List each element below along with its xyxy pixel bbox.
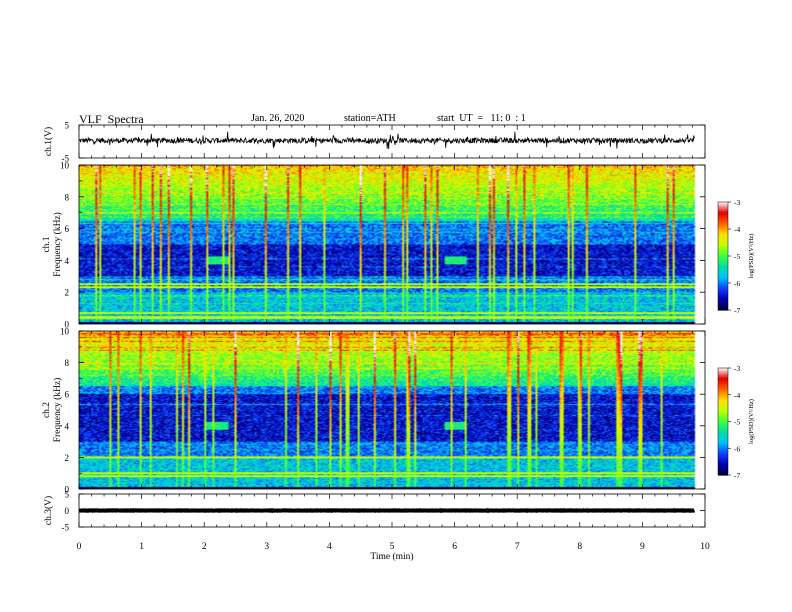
ch1-spectrogram-ytick-label: 4: [65, 256, 70, 266]
ch1-spectrogram-colorbar-tick: -3: [734, 198, 740, 207]
ch1-spectrogram-ytick-label: 2: [65, 288, 70, 298]
ch1-waveform-line: [78, 131, 695, 150]
x-tick-label: 0: [77, 542, 82, 552]
x-tick-label: 3: [264, 542, 269, 552]
x-tick-label: 8: [577, 542, 582, 552]
x-tick-label: 1: [139, 542, 144, 552]
ch2-spectrogram-colorbar-tick: -7: [734, 471, 740, 480]
ch1-spectrogram-ylabel: ch.1: [42, 236, 52, 252]
ch1-spectrogram-ytick-label: 0: [65, 320, 70, 330]
ch2-spectrogram-ytick-label: 8: [65, 358, 70, 368]
ch2-spectrogram-colorbar-label: log(PSD)(V²/Hz): [748, 399, 755, 444]
ch1-spectrogram-ylabel: Frequency (kHz): [52, 212, 63, 277]
ch1-spectrogram-colorbar-label: log(PSD)(V²/Hz): [748, 234, 755, 279]
ch1-waveform-ylabel: ch.1(V): [43, 127, 54, 156]
ch1-spectrogram-colorbar-tick: -5: [734, 252, 740, 261]
ch1-spectrogram-colorbar-tick: -6: [734, 279, 740, 288]
ch1-spectrogram-ytick-label: 10: [60, 161, 70, 171]
ch2-spectrogram-ytick-label: 0: [65, 485, 70, 495]
ch2-spectrogram-ytick-label: 4: [65, 421, 70, 431]
ch2-spectrogram-colorbar-tick: -3: [734, 364, 740, 373]
ch1-spectrogram-ytick-label: 8: [65, 192, 70, 202]
ch1-spectrogram-colorbar-tick: -4: [734, 225, 740, 234]
ch1-spectrogram-ytick-label: 6: [65, 224, 70, 234]
date-label: Jan. 26, 2020: [251, 113, 305, 124]
ch2-spectrogram-image: [79, 331, 705, 489]
ch3-waveform-ytick-label: -5: [62, 523, 70, 533]
ch1-spectrogram-image: [79, 165, 705, 324]
x-tick-label: 5: [390, 542, 395, 552]
ch2-spectrogram-ytick-label: 10: [60, 327, 70, 337]
x-tick-label: 7: [515, 542, 520, 552]
x-tick-label: 9: [640, 542, 645, 552]
x-tick-label: 2: [202, 542, 207, 552]
x-tick-label: 10: [700, 542, 710, 552]
x-tick-label: 4: [327, 542, 332, 552]
ch2-spectrogram-colorbar-tick: -5: [734, 418, 740, 427]
ch2-spectrogram-ytick-label: 2: [65, 453, 70, 463]
chart-title: VLF Spectra: [79, 112, 144, 126]
ch3-waveform-ylabel: ch.3(V): [43, 496, 54, 525]
ch1-waveform-ytick-label: -5: [62, 154, 70, 164]
ch2-spectrogram-ytick-label: 6: [65, 390, 70, 400]
ch2-spectrogram-colorbar-tick: -4: [734, 391, 740, 400]
ch2-spectrogram-colorbar-tick: -6: [734, 444, 740, 453]
ch2-spectrogram-ylabel: Frequency (kHz): [52, 378, 63, 443]
start-time-label: start UT = 11: 0 : 1: [437, 113, 526, 124]
ch3-waveform-ytick-label: 0: [65, 506, 70, 516]
station-label: station=ATH: [344, 113, 396, 124]
ch2-spectrogram-ylabel: ch.2: [42, 402, 52, 418]
x-axis-label: Time (min): [370, 551, 413, 562]
x-tick-label: 6: [452, 542, 457, 552]
ch1-spectrogram-colorbar-tick: -7: [734, 306, 740, 315]
ch3-waveform-ytick-label: 5: [65, 490, 70, 500]
ch1-waveform-ytick-label: 5: [65, 121, 70, 131]
